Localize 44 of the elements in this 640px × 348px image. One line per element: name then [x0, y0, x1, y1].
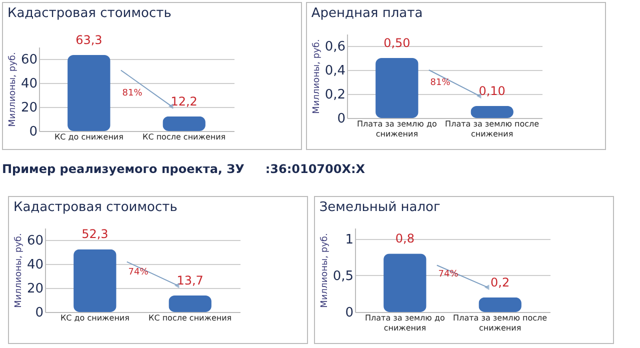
data-label: 13,7 [176, 274, 204, 288]
x-tick-label: Плата за землю до снижения [357, 120, 437, 138]
y-tick-label: 0 [337, 112, 346, 126]
x-tick-label: КС до снижения [60, 314, 130, 322]
y-tick-label: 0 [345, 306, 354, 320]
annotation: 81% [122, 88, 143, 98]
y-tick-label: 1 [345, 232, 354, 248]
annotation: 74% [438, 269, 459, 280]
chart-title: Земельный налог [319, 200, 441, 215]
y-tick-label: 0 [35, 306, 44, 320]
annotation: 81% [430, 78, 451, 88]
x-tick-label: Плата за землю после снижения [445, 120, 540, 138]
chart-title: Кадастровая стоимость [13, 200, 178, 215]
x-tick-label: КС после снижения [142, 132, 226, 142]
data-label: 52,3 [82, 227, 108, 242]
y-tick-label: 0,5 [332, 268, 354, 284]
data-label: 0,2 [490, 275, 510, 290]
x-tick-label: Плата за землю после снижения [453, 314, 548, 332]
y-tick-label: 20 [20, 100, 38, 116]
y-tick-label: 20 [26, 282, 44, 296]
y-tick-label: 0 [29, 124, 38, 140]
data-label: 0,10 [478, 84, 506, 98]
y-tick-label: 40 [26, 258, 44, 272]
y-tick-label: 60 [20, 52, 38, 68]
y-tick-label: 0,6 [324, 40, 346, 54]
y-axis-title: Миллионы, руб. [14, 233, 24, 308]
chart-title: Арендная плата [311, 6, 423, 21]
y-axis-title: Миллионы, руб. [8, 52, 18, 127]
data-label: 0,50 [384, 36, 410, 50]
x-tick-label: КС до снижения [54, 132, 124, 142]
annotation: 74% [128, 267, 149, 278]
data-label: 12,2 [170, 94, 198, 108]
y-tick-label: 60 [26, 234, 44, 248]
x-tick-label: Плата за землю до снижения [365, 314, 445, 332]
y-tick-label: 40 [20, 76, 38, 92]
chart-title: Кадастровая стоимость [7, 6, 172, 22]
y-tick-label: 0,2 [324, 88, 346, 102]
data-label: 63,3 [76, 33, 102, 48]
x-tick-label: КС после снижения [148, 314, 232, 322]
data-label: 0,8 [395, 232, 414, 246]
text: Пример реализуемого проекта, ЗУ :36:010700Х:Х [2, 162, 366, 176]
y-axis-title: Миллионы, руб. [320, 233, 330, 308]
y-axis-title: Миллионы, руб. [312, 39, 322, 114]
y-tick-label: 0,4 [324, 64, 346, 78]
